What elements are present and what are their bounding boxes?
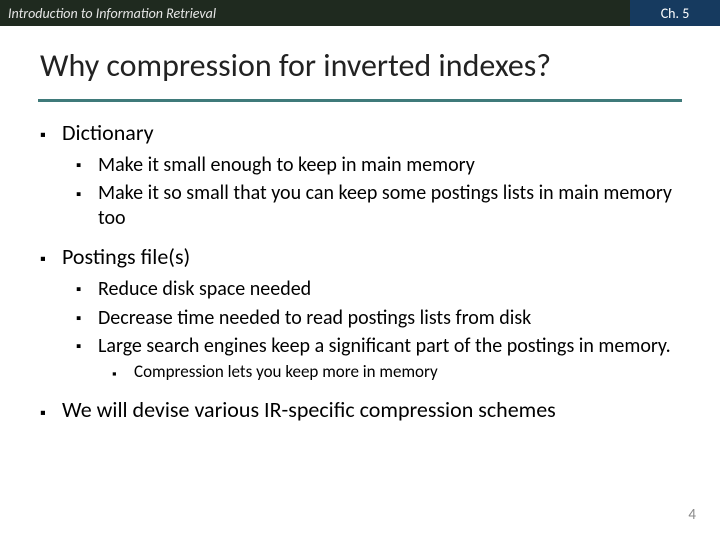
list-item: Large search engines keep a significant … [76, 334, 680, 383]
header-left: Introduction to Information Retrieval [0, 5, 216, 22]
bullet-text: Postings file(s) [62, 244, 680, 271]
list-item: Make it small enough to keep in main mem… [76, 153, 680, 177]
bullet-text: Decrease time needed to read postings li… [98, 306, 680, 330]
title-wrap: Why compression for inverted indexes? [0, 26, 720, 93]
bullet-text: Compression lets you keep more in memory [134, 362, 680, 383]
list-item: Make it so small that you can keep some … [76, 181, 680, 230]
bullet-icon [40, 244, 62, 271]
list-item: Compression lets you keep more in memory [112, 362, 680, 383]
list-item: Postings file(s) Reduce disk space neede… [40, 244, 680, 383]
bullet-list: Reduce disk space needed Decrease time n… [76, 277, 680, 383]
bullet-icon [112, 362, 134, 383]
content-area: Dictionary Make it small enough to keep … [0, 102, 720, 424]
slide: Introduction to Information Retrieval Ch… [0, 0, 720, 540]
bullet-text: We will devise various IR-specific compr… [62, 397, 680, 424]
list-item: Decrease time needed to read postings li… [76, 306, 680, 330]
bullet-text: Large search engines keep a significant … [98, 334, 680, 358]
bullet-list: Compression lets you keep more in memory [112, 362, 680, 383]
slide-title: Why compression for inverted indexes? [40, 46, 680, 85]
bullet-icon [40, 397, 62, 424]
bullet-icon [76, 306, 98, 330]
bullet-text: Dictionary [62, 120, 680, 147]
list-item: Dictionary Make it small enough to keep … [40, 120, 680, 230]
list-item: Reduce disk space needed [76, 277, 680, 301]
bullet-text: Make it so small that you can keep some … [98, 181, 680, 230]
bullet-icon [76, 334, 98, 358]
page-number: 4 [688, 506, 696, 524]
bullet-text: Make it small enough to keep in main mem… [98, 153, 680, 177]
bullet-icon [40, 120, 62, 147]
bullet-list: Make it small enough to keep in main mem… [76, 153, 680, 230]
chapter-badge: Ch. 5 [630, 0, 720, 26]
bullet-list: Dictionary Make it small enough to keep … [40, 120, 680, 424]
bullet-icon [76, 153, 98, 177]
bullet-icon [76, 181, 98, 205]
header-bar: Introduction to Information Retrieval Ch… [0, 0, 720, 26]
list-item: We will devise various IR-specific compr… [40, 397, 680, 424]
bullet-icon [76, 277, 98, 301]
bullet-text: Reduce disk space needed [98, 277, 680, 301]
